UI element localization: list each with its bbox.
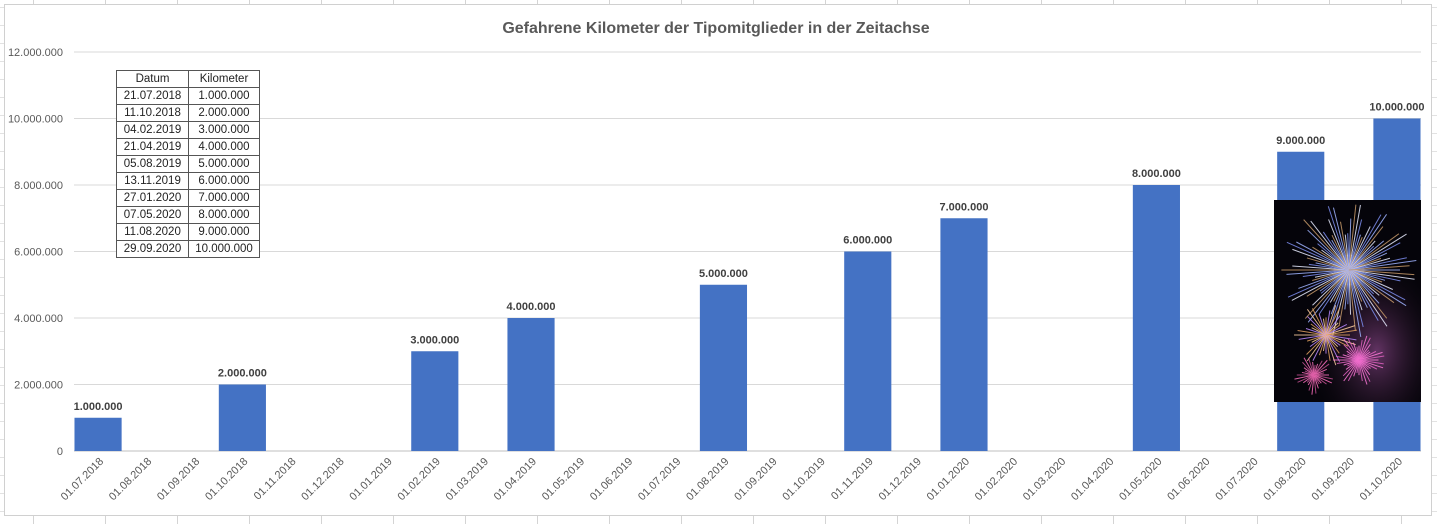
table-row: 13.11.2019 6.000.000: [116, 172, 260, 190]
data-table: Datum Kilometer 21.07.2018 1.000.000 11.10…: [116, 70, 260, 258]
table-row: 29.09.2020 10.000.000: [116, 240, 260, 258]
x-tick-label: 01.11.2018: [252, 456, 299, 503]
table-header-row: Datum Kilometer: [116, 70, 260, 88]
table-row: 05.08.2019 5.000.000: [116, 155, 260, 173]
bar[interactable]: [844, 251, 892, 452]
data-label: 7.000.000: [940, 201, 989, 213]
data-label: 9.000.000: [1276, 135, 1325, 147]
bar[interactable]: [507, 318, 555, 451]
chart-title: Gefahrene Kilometer der Tipomitglieder i…: [502, 20, 929, 37]
y-tick-label: 8.000.000: [14, 180, 63, 192]
y-tick-label: 12.000.000: [8, 47, 63, 59]
x-tick-label: 01.02.2020: [973, 456, 1020, 503]
cell-kilometer: 5.000.000: [188, 155, 260, 173]
cell-kilometer: 2.000.000: [188, 104, 260, 122]
y-tick-label: 4.000.000: [14, 313, 63, 325]
x-tick-label: 01.03.2019: [444, 456, 491, 503]
x-tick-label: 01.09.2018: [155, 456, 202, 503]
x-tick-label: 01.06.2020: [1165, 456, 1212, 503]
x-tick-label: 01.10.2018: [203, 456, 250, 503]
header-datum: Datum: [116, 70, 189, 88]
table-row: 21.07.2018 1.000.000: [116, 87, 260, 105]
bar[interactable]: [940, 218, 988, 451]
x-tick-label: 01.06.2019: [588, 456, 635, 503]
table-row: 04.02.2019 3.000.000: [116, 121, 260, 139]
y-tick-label: 6.000.000: [14, 247, 63, 259]
table-row: 11.08.2020 9.000.000: [116, 223, 260, 241]
data-label: 3.000.000: [410, 334, 459, 346]
x-tick-label: 01.01.2019: [347, 456, 394, 503]
fireworks-picture[interactable]: [1274, 200, 1421, 402]
cell-kilometer: 3.000.000: [188, 121, 260, 139]
bar[interactable]: [218, 384, 266, 452]
table-row: 07.05.2020 8.000.000: [116, 206, 260, 224]
x-tick-label: 01.10.2020: [1358, 456, 1405, 503]
data-label: 6.000.000: [843, 235, 892, 247]
cell-kilometer: 9.000.000: [188, 223, 260, 241]
x-tick-label: 01.12.2018: [299, 456, 346, 503]
data-label: 1.000.000: [74, 401, 123, 413]
cell-datum: 11.10.2018: [116, 104, 189, 122]
x-tick-label: 01.10.2019: [780, 456, 827, 503]
cell-kilometer: 6.000.000: [188, 172, 260, 190]
cell-datum: 27.01.2020: [116, 189, 189, 207]
table-row: 11.10.2018 2.000.000: [116, 104, 260, 122]
x-tick-label: 01.12.2019: [877, 456, 924, 503]
y-tick-label: 10.000.000: [8, 114, 63, 126]
data-label: 8.000.000: [1132, 168, 1181, 180]
x-tick-label: 01.07.2020: [1213, 456, 1260, 503]
x-tick-label: 01.09.2020: [1310, 456, 1357, 503]
x-tick-label: 01.08.2019: [684, 456, 731, 503]
cell-datum: 04.02.2019: [116, 121, 189, 139]
data-label: 10.000.000: [1369, 102, 1424, 114]
table-row: 21.04.2019 4.000.000: [116, 138, 260, 156]
x-tick-label: 01.08.2020: [1261, 456, 1308, 503]
x-tick-label: 01.04.2019: [492, 456, 539, 503]
x-tick-label: 01.07.2018: [59, 456, 106, 503]
x-tick-label: 01.02.2019: [396, 456, 443, 503]
cell-kilometer: 10.000.000: [188, 240, 260, 258]
data-label: 2.000.000: [218, 368, 267, 380]
x-tick-label: 01.11.2019: [829, 456, 876, 503]
bar[interactable]: [74, 417, 122, 451]
cell-kilometer: 7.000.000: [188, 189, 260, 207]
x-tick-label: 01.01.2020: [925, 456, 972, 503]
cell-datum: 13.11.2019: [116, 172, 189, 190]
cell-datum: 07.05.2020: [116, 206, 189, 224]
bar[interactable]: [699, 284, 748, 451]
cell-datum: 21.07.2018: [116, 87, 189, 105]
table-row: 27.01.2020 7.000.000: [116, 189, 260, 207]
data-label: 4.000.000: [507, 301, 556, 313]
cell-datum: 05.08.2019: [116, 155, 189, 173]
cell-datum: 29.09.2020: [116, 240, 189, 258]
y-tick-label: 0: [57, 446, 63, 458]
cell-kilometer: 4.000.000: [188, 138, 260, 156]
bar[interactable]: [411, 351, 459, 451]
cell-kilometer: 8.000.000: [188, 206, 260, 224]
x-tick-label: 01.05.2020: [1117, 456, 1164, 503]
cell-datum: 11.08.2020: [116, 223, 189, 241]
x-tick-label: 01.03.2020: [1021, 456, 1068, 503]
cell-kilometer: 1.000.000: [188, 87, 260, 105]
x-tick-label: 01.04.2020: [1069, 456, 1116, 503]
bar[interactable]: [1132, 185, 1180, 451]
x-tick-label: 01.08.2018: [107, 456, 154, 503]
x-tick-label: 01.09.2019: [732, 456, 779, 503]
y-tick-label: 2.000.000: [14, 380, 63, 392]
x-tick-label: 01.05.2019: [540, 456, 587, 503]
cell-datum: 21.04.2019: [116, 138, 189, 156]
data-label: 5.000.000: [699, 268, 748, 280]
x-tick-label: 01.07.2019: [636, 456, 683, 503]
header-kilometer: Kilometer: [188, 70, 260, 88]
